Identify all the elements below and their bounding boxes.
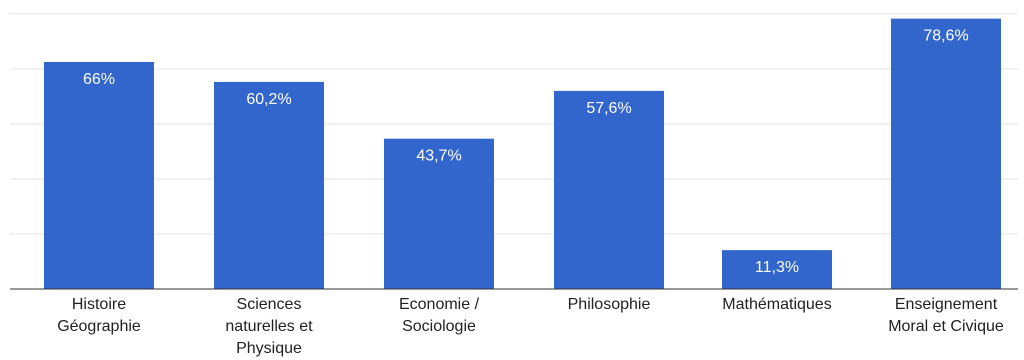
bar-3 [554, 91, 664, 289]
category-label-4: Mathématiques [722, 296, 831, 313]
category-label-line: naturelles et [225, 318, 313, 335]
category-label-1: Sciences naturelles et Physique [225, 296, 313, 357]
category-label-line: Philosophie [568, 296, 651, 313]
category-label-2: Economie / Sociologie [399, 296, 480, 335]
bars [44, 19, 1001, 289]
gridlines [10, 14, 1018, 234]
category-label-line: Géographie [57, 318, 141, 335]
data-label-5: 78,6% [923, 28, 968, 45]
category-label-line: Sciences [237, 296, 302, 313]
category-label-3: Philosophie [568, 296, 651, 313]
data-label-4: 11,3% [755, 259, 799, 276]
data-label-2: 43,7% [416, 148, 461, 165]
bar-0 [44, 62, 154, 289]
bar-1 [214, 82, 324, 289]
data-label-3: 57,6% [586, 100, 631, 117]
data-label-0: 66% [83, 71, 115, 88]
category-label-line: Sociologie [402, 318, 476, 335]
category-label-line: Moral et Civique [888, 318, 1004, 335]
category-label-5: Enseignement Moral et Civique [888, 296, 1004, 335]
category-label-line: Enseignement [895, 296, 998, 313]
category-label-line: Mathématiques [722, 296, 831, 313]
category-label-line: Physique [236, 340, 302, 357]
bar-5 [891, 19, 1001, 289]
category-label-line: Histoire [72, 296, 126, 313]
data-label-1: 60,2% [246, 91, 291, 108]
category-label-0: Histoire Géographie [57, 296, 141, 335]
category-labels: Histoire Géographie Sciences naturelles et P… [57, 296, 1004, 357]
category-label-line: Economie / [399, 296, 480, 313]
